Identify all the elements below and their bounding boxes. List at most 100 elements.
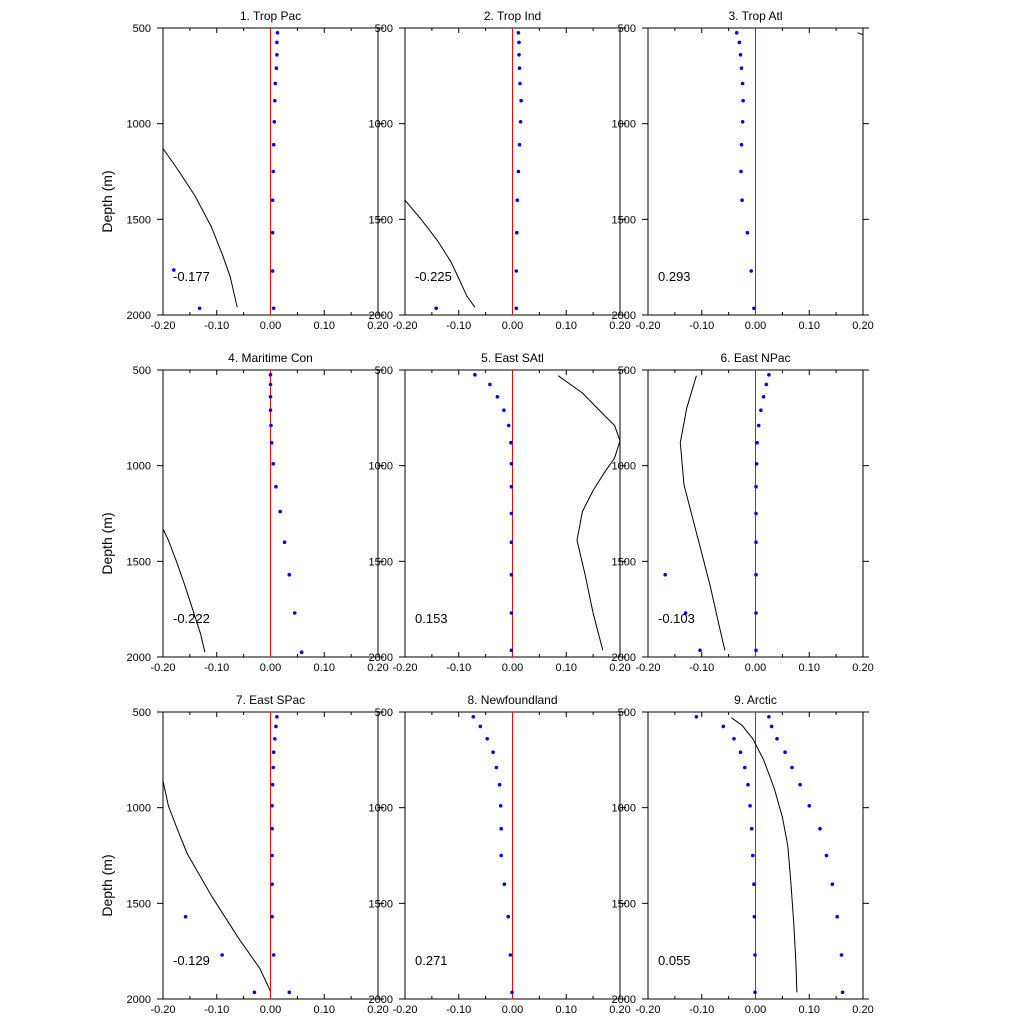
panel-5-ytick-label: 500: [375, 365, 393, 377]
panel-9-dot: [807, 804, 812, 808]
panel-8-dot: [471, 715, 476, 719]
panel-6-dot: [754, 648, 758, 653]
panel-6-ytick-label: 1500: [612, 556, 636, 568]
panel-3-title: 3. Trop Atl: [728, 9, 782, 23]
panel-5-dot: [509, 440, 513, 445]
panel-7-dot: [275, 715, 279, 719]
panel-2-xtick-label: -0.10: [446, 320, 471, 332]
panel-1-stat: -0.177: [173, 269, 210, 284]
panel-3-dot: [738, 53, 743, 57]
panel-6-dot: [754, 462, 759, 466]
panel-9-dot: [818, 826, 822, 831]
panel-5-ytick-label: 1000: [369, 461, 393, 473]
panel-6-dot: [759, 408, 763, 413]
panel-1-ytick-label: 2000: [127, 310, 151, 322]
panel-2-dot: [517, 66, 522, 70]
panel-6-xtick-label: -0.20: [635, 662, 660, 674]
panel-5-dot: [509, 572, 514, 577]
panel-4-dot: [292, 611, 297, 615]
panel-9-profile-line: [731, 717, 798, 993]
panel-7-dot: [270, 882, 274, 886]
panel-9-xtick-label: 0.10: [799, 1004, 820, 1016]
panel-5-ytick-label: 1500: [369, 556, 393, 568]
panel-7-title: 7. East SPac: [236, 693, 305, 707]
panel-7-ylabel: Depth (m): [99, 854, 115, 916]
panel-5-dot: [509, 648, 514, 653]
panel-2-dot: [519, 98, 523, 103]
panel-6-xtick-label: 0.00: [745, 662, 766, 674]
panel-8-dot: [499, 826, 504, 831]
panel-5-xtick-label: 0.00: [502, 662, 523, 674]
panel-2-dot: [518, 120, 523, 124]
panel-6-dot: [767, 373, 771, 377]
panel-2-dot: [514, 269, 519, 273]
panel-4-profile-line: [162, 528, 206, 653]
panel-3-dot: [752, 306, 756, 311]
panel-1-xtick-label: 0.20: [367, 320, 388, 332]
panel-4-dot: [274, 484, 278, 489]
panel-1-ytick-label: 500: [133, 23, 151, 35]
panel-6-title: 6. East NPac: [720, 351, 790, 365]
panel-5-dot: [509, 511, 514, 516]
panel-6-profile-line: [679, 375, 726, 651]
panel-4-dot: [268, 382, 273, 387]
panel-6-dot: [683, 611, 688, 615]
panel-1-dot: [271, 306, 276, 311]
panel-3-stat: 0.293: [658, 269, 691, 284]
panel-1-dot: [271, 142, 276, 147]
panel-8-dot: [502, 882, 507, 886]
panel-4-dot: [299, 650, 304, 654]
panel-6-ytick-label: 500: [618, 365, 636, 377]
panel-3-xtick-label: 0.10: [799, 320, 820, 332]
panel-8-xtick-label: -0.10: [446, 1004, 471, 1016]
panel-4-stat: -0.222: [173, 611, 210, 626]
panel-9-dot: [753, 953, 757, 957]
panel-8-stat: 0.271: [415, 953, 448, 968]
panel-8-xtick-label: -0.20: [392, 1004, 417, 1016]
panel-6-dot: [754, 572, 758, 577]
panel-4-ytick-label: 2000: [127, 652, 151, 664]
panel-3-ytick-label: 1500: [612, 214, 636, 226]
panel-8-dot: [494, 765, 499, 770]
panel-7-dot: [270, 804, 274, 808]
panel-1-dot: [275, 40, 279, 45]
panel-1-ytick-label: 1000: [127, 119, 151, 131]
panel-1-dot: [270, 269, 275, 273]
panel-3-ytick-label: 2000: [612, 310, 636, 322]
panel-5-dot: [509, 611, 514, 615]
panel-3-dot: [737, 40, 742, 45]
panel-7-profile-line: [162, 780, 271, 992]
panel-6-dot: [761, 395, 766, 399]
panel-1-title: 1. Trop Pac: [240, 9, 301, 23]
panel-7-stat: -0.129: [173, 953, 210, 968]
panel-1-xtick-label: 0.10: [314, 320, 335, 332]
panel-3-dot: [734, 31, 739, 35]
panel-4-xtick-label: 0.10: [314, 662, 335, 674]
panel-8-dot: [491, 750, 495, 754]
panel-2-dot: [515, 198, 520, 202]
panel-2-dot: [516, 169, 521, 174]
panel-4-xtick-label: -0.20: [150, 662, 175, 674]
panel-7-dot: [270, 782, 275, 787]
panel-6-ytick-label: 2000: [612, 652, 636, 664]
panel-5-dot: [509, 462, 514, 466]
panel-4-dot: [269, 423, 273, 428]
panel-7-dot: [270, 853, 274, 858]
panel-7-ytick-label: 500: [133, 707, 151, 719]
panel-4-ytick-label: 1500: [127, 556, 151, 568]
panel-5-dot: [488, 382, 492, 387]
panel-2-dot: [518, 81, 522, 86]
panel-6-dot: [698, 648, 702, 653]
panel-8-dot: [510, 990, 514, 995]
panel-5-profile-line: [557, 375, 621, 651]
panel-3-dot: [749, 269, 753, 273]
panel-9-dot: [753, 990, 757, 995]
panel-3-dot: [739, 66, 744, 70]
panel-9-dot: [840, 990, 845, 995]
panel-9-xtick-label: -0.20: [635, 1004, 660, 1016]
panel-7-dot: [271, 953, 276, 957]
panel-2-dot: [517, 53, 521, 57]
panel-4-dot: [282, 540, 287, 544]
panel-3-dot: [740, 120, 745, 124]
panel-1-ylabel: Depth (m): [99, 170, 115, 232]
